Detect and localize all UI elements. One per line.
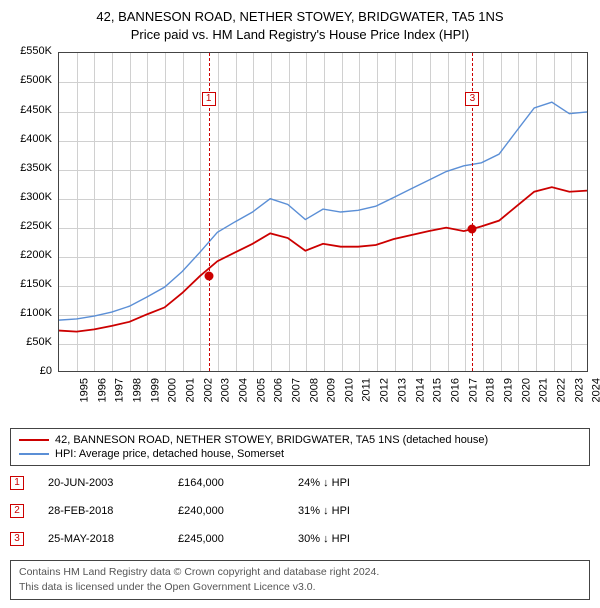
sale-price: £240,000	[178, 505, 298, 517]
x-tick-label: 2010	[343, 378, 355, 402]
x-tick-label: 1998	[131, 378, 143, 402]
x-tick-label: 2018	[485, 378, 497, 402]
y-tick-label: £200K	[10, 249, 52, 261]
y-tick-label: £350K	[10, 162, 52, 174]
legend-row: 42, BANNESON ROAD, NETHER STOWEY, BRIDGW…	[19, 433, 581, 447]
sales-list: 1 20-JUN-2003£164,00024% ↓ HPI 2 28-FEB-201…	[10, 472, 590, 550]
x-tick-label: 1999	[149, 378, 161, 402]
chart-area: 13£0£50K£100K£150K£200K£250K£300K£350K£4…	[10, 52, 588, 416]
x-tick-label: 1996	[96, 378, 108, 402]
y-tick-label: £100K	[10, 307, 52, 319]
series-line-hpi	[59, 103, 587, 321]
x-tick-label: 1995	[78, 378, 90, 402]
x-tick-label: 2014	[414, 378, 426, 402]
x-tick-label: 2005	[255, 378, 267, 402]
sale-hpi-diff: 31% ↓ HPI	[298, 505, 350, 517]
x-tick-label: 2006	[273, 378, 285, 402]
x-tick-label: 2011	[360, 378, 372, 402]
sale-marker-dot	[204, 271, 213, 280]
legend-swatch	[19, 453, 49, 455]
x-tick-label: 2021	[538, 378, 550, 402]
sale-price: £164,000	[178, 477, 298, 489]
footer-line-1: Contains HM Land Registry data © Crown c…	[19, 565, 581, 580]
x-tick-label: 1997	[114, 378, 126, 402]
legend: 42, BANNESON ROAD, NETHER STOWEY, BRIDGW…	[10, 428, 590, 466]
x-tick-label: 2000	[167, 378, 179, 402]
sale-date: 20-JUN-2003	[48, 477, 178, 489]
sale-hpi-diff: 24% ↓ HPI	[298, 477, 350, 489]
x-tick-label: 2019	[502, 378, 514, 402]
plot-area: 13	[58, 52, 588, 372]
sale-marker-badge: 1	[202, 92, 216, 106]
footer-line-2: This data is licensed under the Open Gov…	[19, 580, 581, 595]
x-tick-label: 2023	[573, 378, 585, 402]
x-tick-label: 2013	[396, 378, 408, 402]
y-tick-label: £500K	[10, 74, 52, 86]
x-tick-label: 2012	[379, 378, 391, 402]
legend-swatch	[19, 439, 49, 441]
y-tick-label: £250K	[10, 220, 52, 232]
y-tick-label: £150K	[10, 278, 52, 290]
sale-row: 1 20-JUN-2003£164,00024% ↓ HPI	[10, 472, 590, 494]
x-tick-label: 2017	[467, 378, 479, 402]
sale-marker-badge: 3	[465, 92, 479, 106]
x-tick-label: 2004	[237, 378, 249, 402]
x-tick-label: 2020	[520, 378, 532, 402]
sale-hpi-diff: 30% ↓ HPI	[298, 533, 350, 545]
x-tick-label: 2009	[326, 378, 338, 402]
title-line-1: 42, BANNESON ROAD, NETHER STOWEY, BRIDGW…	[10, 8, 590, 26]
sale-row: 3 25-MAY-2018£245,00030% ↓ HPI	[10, 528, 590, 550]
y-tick-label: £300K	[10, 191, 52, 203]
sale-marker-dot	[468, 224, 477, 233]
legend-row: HPI: Average price, detached house, Some…	[19, 447, 581, 461]
legend-label: HPI: Average price, detached house, Some…	[55, 448, 284, 460]
x-tick-label: 2016	[449, 378, 461, 402]
legend-label: 42, BANNESON ROAD, NETHER STOWEY, BRIDGW…	[55, 434, 488, 446]
x-tick-label: 2003	[220, 378, 232, 402]
sale-date: 25-MAY-2018	[48, 533, 178, 545]
x-tick-label: 2007	[290, 378, 302, 402]
title-block: 42, BANNESON ROAD, NETHER STOWEY, BRIDGW…	[10, 8, 590, 44]
sale-number-badge: 2	[10, 504, 24, 518]
x-tick-label: 2024	[591, 378, 600, 402]
x-tick-label: 2015	[432, 378, 444, 402]
x-tick-label: 2001	[184, 378, 196, 402]
footer: Contains HM Land Registry data © Crown c…	[10, 560, 590, 599]
y-tick-label: £550K	[10, 45, 52, 57]
sale-number-badge: 1	[10, 476, 24, 490]
y-tick-label: £50K	[10, 336, 52, 348]
y-tick-label: £0	[10, 365, 52, 377]
chart-container: 42, BANNESON ROAD, NETHER STOWEY, BRIDGW…	[0, 0, 600, 608]
sale-number-badge: 3	[10, 532, 24, 546]
x-tick-label: 2022	[555, 378, 567, 402]
title-line-2: Price paid vs. HM Land Registry's House …	[10, 26, 590, 44]
x-tick-label: 2002	[202, 378, 214, 402]
sale-row: 2 28-FEB-2018£240,00031% ↓ HPI	[10, 500, 590, 522]
x-tick-label: 2008	[308, 378, 320, 402]
y-tick-label: £450K	[10, 104, 52, 116]
y-tick-label: £400K	[10, 133, 52, 145]
sale-date: 28-FEB-2018	[48, 505, 178, 517]
sale-price: £245,000	[178, 533, 298, 545]
